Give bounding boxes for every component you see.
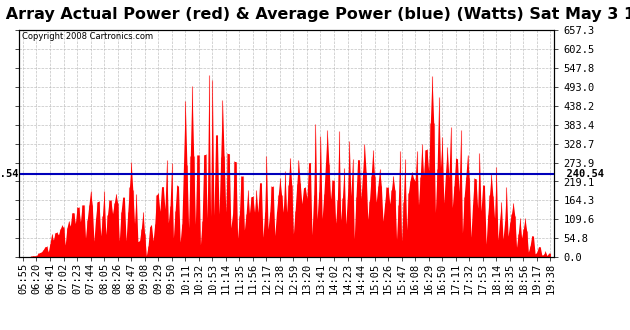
- Text: 240.54: 240.54: [554, 169, 604, 179]
- Text: West Array Actual Power (red) & Average Power (blue) (Watts) Sat May 3 19:55: West Array Actual Power (red) & Average …: [0, 7, 630, 21]
- Text: 240.54: 240.54: [0, 169, 19, 179]
- Text: Copyright 2008 Cartronics.com: Copyright 2008 Cartronics.com: [21, 32, 152, 41]
